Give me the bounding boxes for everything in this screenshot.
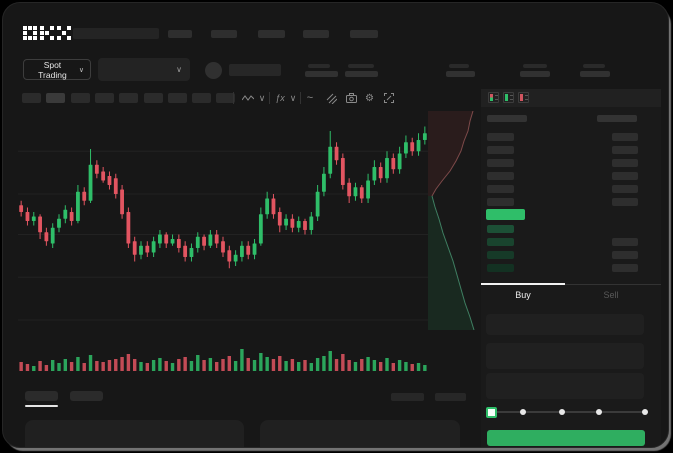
chevron-down-icon: ∨ (78, 66, 84, 74)
logo-letter (23, 26, 37, 40)
pair-select-dropdown[interactable]: ∨ (98, 58, 190, 81)
ask-size-placeholder[interactable] (612, 133, 638, 141)
ask-size-placeholder[interactable] (612, 146, 638, 154)
slider-stop-dot[interactable] (520, 409, 527, 415)
tabs-divider (481, 284, 661, 285)
line-tool-icon[interactable]: ~ (306, 92, 314, 104)
screenshot-camera-icon[interactable] (345, 91, 358, 105)
bid-row-placeholder[interactable] (487, 264, 514, 272)
slider-handle[interactable] (486, 407, 497, 418)
tab-sell[interactable]: Sell (603, 290, 619, 300)
slider-stop-dot[interactable] (558, 409, 565, 415)
logo-letter (40, 26, 54, 40)
bottom-tab-underline (25, 405, 58, 407)
logo-letter (57, 26, 71, 40)
ask-row-placeholder[interactable] (487, 172, 514, 180)
nav-item-placeholder[interactable] (258, 30, 285, 38)
ask-size-placeholder[interactable] (612, 185, 638, 193)
bottom-tab-placeholder[interactable] (25, 391, 58, 401)
bid-row-placeholder[interactable] (487, 251, 514, 259)
chevron-down-icon[interactable]: ∨ (289, 92, 297, 103)
book-column-header-placeholder (597, 115, 637, 122)
ask-row-placeholder[interactable] (487, 198, 514, 206)
book-bids-icon[interactable] (503, 92, 514, 103)
bottom-panel-right[interactable] (260, 420, 460, 447)
last-price-highlight[interactable] (486, 209, 525, 220)
book-both-icon[interactable] (488, 92, 499, 103)
timeframe-button-placeholder[interactable] (143, 93, 163, 103)
place-order-button[interactable] (487, 430, 645, 446)
tab-buy[interactable]: Buy (515, 290, 531, 300)
nav-item-placeholder[interactable] (350, 30, 378, 38)
bid-row-placeholder[interactable] (487, 238, 514, 246)
market-type-selector[interactable]: Spot Trading ∨ (23, 59, 91, 80)
chevron-down-icon[interactable]: ∨ (258, 92, 266, 103)
nav-item-placeholder[interactable] (211, 30, 237, 38)
logo-side-placeholder (73, 28, 159, 39)
indicators-icon[interactable]: ƒx (275, 93, 285, 103)
fullscreen-icon[interactable] (382, 91, 395, 105)
bottom-control-placeholder[interactable] (435, 393, 466, 401)
buy-tab-underline (481, 283, 565, 285)
ask-size-placeholder[interactable] (612, 198, 638, 206)
candlestick-chart[interactable] (18, 111, 428, 373)
bid-size-placeholder[interactable] (612, 251, 638, 259)
slider-stop-dot[interactable] (642, 409, 648, 415)
pair-name-placeholder (229, 64, 281, 76)
nav-item-placeholder[interactable] (168, 30, 192, 38)
timeframe-button-placeholder[interactable] (22, 93, 41, 103)
amount-slider[interactable] (491, 411, 645, 413)
bottom-control-placeholder[interactable] (391, 393, 424, 401)
divider (269, 92, 270, 104)
orderbook-panel: Buy Sell (481, 107, 661, 447)
order-total-field[interactable] (486, 373, 644, 399)
drawing-tools-icon[interactable] (325, 91, 338, 105)
timeframe-button-placeholder[interactable] (216, 93, 236, 103)
ask-size-placeholder[interactable] (612, 172, 638, 180)
timeframe-button-placeholder[interactable] (94, 93, 114, 103)
timeframe-button-placeholder[interactable] (119, 93, 139, 103)
chart-type-icon[interactable] (241, 91, 255, 105)
nav-item-placeholder[interactable] (303, 30, 329, 38)
book-asks-icon[interactable] (518, 92, 529, 103)
slider-stop-dot[interactable] (595, 409, 602, 415)
ask-row-placeholder[interactable] (487, 185, 514, 193)
ask-row-placeholder[interactable] (487, 133, 514, 141)
bottom-panel-left[interactable] (25, 420, 244, 447)
settings-gear-icon[interactable]: ⚙ (365, 92, 374, 104)
timeframe-button-placeholder[interactable] (192, 93, 212, 103)
chevron-down-icon: ∨ (176, 65, 182, 74)
depth-chart[interactable] (428, 111, 480, 330)
market-type-label: Spot Trading (38, 59, 67, 80)
okx-logo (23, 26, 71, 40)
ask-row-placeholder[interactable] (487, 146, 514, 154)
order-amount-field[interactable] (486, 343, 644, 369)
timeframe-button-placeholder[interactable] (46, 93, 66, 103)
app-window: Spot Trading ∨ ∨ ∨ ƒx ∨ ~ ⚙ Buy Sell (2, 2, 669, 448)
divider (300, 92, 301, 104)
divider (233, 92, 234, 104)
bid-row-placeholder[interactable] (487, 225, 514, 233)
timeframe-button-placeholder[interactable] (70, 93, 90, 103)
bid-size-placeholder[interactable] (612, 238, 638, 246)
avatar[interactable] (205, 62, 222, 79)
ask-size-placeholder[interactable] (612, 159, 638, 167)
ask-row-placeholder[interactable] (487, 159, 514, 167)
timeframe-button-placeholder[interactable] (167, 93, 187, 103)
order-price-field[interactable] (486, 314, 644, 335)
book-column-header-placeholder (487, 115, 527, 122)
bottom-tab-placeholder[interactable] (70, 391, 103, 401)
bid-size-placeholder[interactable] (612, 264, 638, 272)
